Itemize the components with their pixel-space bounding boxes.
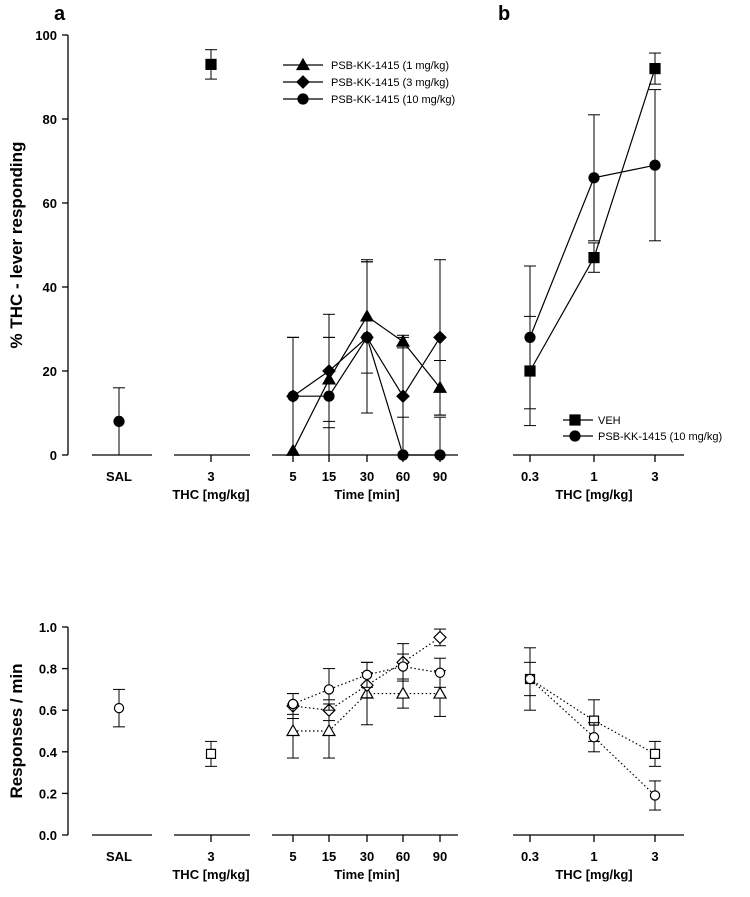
dose-tick-label: 1 bbox=[590, 469, 597, 484]
legend-label: PSB-KK-1415 (3 mg/kg) bbox=[331, 77, 449, 89]
y-tick-label: 0.0 bbox=[39, 828, 57, 843]
y-tick-label: 40 bbox=[43, 280, 57, 295]
legend-label: PSB-KK-1415 (10 mg/kg) bbox=[331, 94, 455, 106]
y-tick-label: 20 bbox=[43, 364, 57, 379]
dose-axis-label: THC [mg/kg] bbox=[555, 487, 632, 502]
y-tick-label: 60 bbox=[43, 196, 57, 211]
group-axis-label: THC [mg/kg] bbox=[172, 867, 249, 882]
time-tick-label: 60 bbox=[396, 849, 410, 864]
dose-tick-label: 0.3 bbox=[521, 469, 539, 484]
time-tick-label: 15 bbox=[322, 849, 336, 864]
series-error-bar bbox=[434, 416, 446, 456]
panel-b-letter: b bbox=[498, 3, 510, 25]
series-marker-circle bbox=[649, 159, 661, 171]
group-axis-label: THC [mg/kg] bbox=[172, 487, 249, 502]
time-tick-label: 60 bbox=[396, 469, 410, 484]
time-tick-label: 5 bbox=[289, 469, 296, 484]
legend-label: PSB-KK-1415 (10 mg/kg) bbox=[598, 431, 722, 443]
series-marker-circle bbox=[434, 449, 446, 461]
series-marker-triangle bbox=[395, 686, 411, 699]
series-marker-circle bbox=[524, 673, 536, 685]
y-tick-label: 80 bbox=[43, 112, 57, 127]
y-tick-label: 0.2 bbox=[39, 786, 57, 801]
group-marker-3 bbox=[205, 58, 217, 71]
bottom-y-axis-label: Responses / min bbox=[7, 663, 26, 798]
series-marker-circle bbox=[397, 449, 409, 461]
series-marker-circle bbox=[361, 331, 373, 343]
legend-label: VEH bbox=[598, 415, 621, 427]
y-tick-label: 0.6 bbox=[39, 703, 57, 718]
series-marker-square bbox=[649, 748, 661, 759]
series-marker-circle bbox=[397, 661, 409, 672]
y-tick-label: 1.0 bbox=[39, 620, 57, 635]
series-marker-triangle bbox=[285, 723, 301, 737]
dose-tick-label: 3 bbox=[651, 469, 658, 484]
group-marker-sal bbox=[113, 415, 125, 427]
y-tick-label: 100 bbox=[35, 28, 57, 43]
time-tick-label: 30 bbox=[360, 469, 374, 484]
dose-tick-label: 0.3 bbox=[521, 849, 539, 864]
time-axis-label: Time [min] bbox=[334, 867, 400, 882]
dose-tick-label: 1 bbox=[590, 849, 597, 864]
group-tick-label: 3 bbox=[207, 849, 214, 864]
series-marker-diamond bbox=[433, 630, 447, 645]
time-tick-label: 90 bbox=[433, 849, 447, 864]
series-marker-square bbox=[649, 62, 661, 75]
time-tick-label: 15 bbox=[322, 469, 336, 484]
series-error-bar bbox=[397, 416, 409, 456]
legend-marker-circle bbox=[297, 93, 309, 105]
series-marker-triangle bbox=[432, 686, 448, 699]
series-marker-circle bbox=[434, 667, 446, 678]
group-tick-label: SAL bbox=[106, 469, 132, 484]
panel-a-percent-chart: 0 20 40 60 80 100 SAL 3 THC [mg/kg] 5 15 30 60 90 Time… bbox=[35, 28, 458, 502]
series-line-circle bbox=[292, 665, 441, 705]
series-marker-circle bbox=[287, 698, 299, 710]
series-marker-diamond bbox=[433, 330, 447, 345]
series-marker-circle bbox=[524, 331, 536, 343]
top-y-axis-label: % THC - lever responding bbox=[7, 142, 26, 349]
series-line-square bbox=[529, 68, 656, 372]
series-line-circle bbox=[529, 164, 656, 338]
panel-b-rate-chart: 0.3 1 3 THC [mg/kg] bbox=[513, 647, 684, 882]
group-marker-sal bbox=[113, 702, 125, 714]
series-line-diamond bbox=[292, 636, 441, 711]
series-marker-circle bbox=[361, 669, 373, 681]
dose-axis-label: THC [mg/kg] bbox=[555, 867, 632, 882]
legend-marker-square bbox=[569, 414, 581, 426]
panel-a-letter: a bbox=[54, 3, 66, 25]
series-marker-circle bbox=[287, 390, 299, 402]
series-marker-circle bbox=[323, 684, 335, 695]
series-marker-circle bbox=[588, 732, 600, 743]
y-tick-label: 0.8 bbox=[39, 662, 57, 677]
y-tick-label: 0.4 bbox=[39, 745, 58, 760]
legend-marker-circle bbox=[569, 430, 581, 442]
series-marker-circle bbox=[323, 390, 335, 402]
legend-marker-diamond bbox=[296, 75, 310, 89]
series-marker-circle bbox=[588, 172, 600, 184]
group-tick-label: 3 bbox=[207, 469, 214, 484]
time-tick-label: 5 bbox=[289, 849, 296, 864]
time-tick-label: 30 bbox=[360, 849, 374, 864]
group-marker-3 bbox=[205, 748, 217, 759]
legend-marker-triangle bbox=[295, 57, 311, 71]
panel-b-percent-chart: 0.3 1 3 THC [mg/kg] VEH PSB-KK-1415 (10 mg/kg… bbox=[513, 52, 722, 502]
series-marker-triangle bbox=[321, 723, 337, 737]
group-tick-label: SAL bbox=[106, 849, 132, 864]
time-tick-label: 90 bbox=[433, 469, 447, 484]
series-marker-circle bbox=[649, 790, 661, 801]
y-tick-label: 0 bbox=[50, 448, 57, 463]
legend-label: PSB-KK-1415 (1 mg/kg) bbox=[331, 60, 449, 72]
series-marker-square bbox=[588, 252, 600, 264]
series-line-circle bbox=[529, 678, 656, 796]
series-marker-diamond bbox=[396, 389, 410, 404]
time-axis-label: Time [min] bbox=[334, 487, 400, 502]
panel-a-rate-chart: 0.0 0.2 0.4 0.6 0.8 1.0 SAL 3 THC [mg/kg] 5 15 30 60… bbox=[39, 620, 458, 882]
dose-tick-label: 3 bbox=[651, 849, 658, 864]
